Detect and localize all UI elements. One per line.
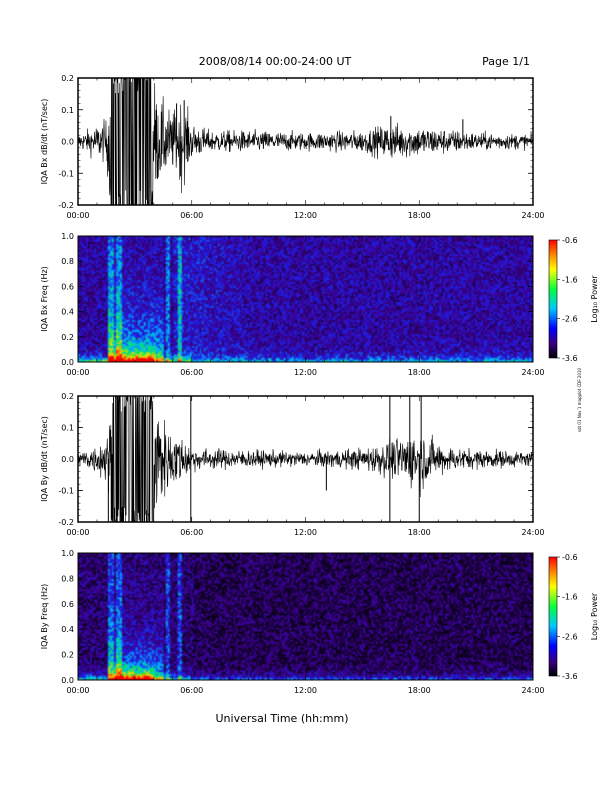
y-tick-label: -0.2 — [58, 201, 74, 210]
waveform-line — [78, 78, 533, 205]
x-tick-label: 00:00 — [66, 368, 89, 377]
x-tick-label: 06:00 — [180, 211, 203, 220]
x-tick-label: 12:00 — [294, 528, 317, 537]
panels: 0.20.10.0-0.1-0.200:00 06:00 12:00 18:00 24:… — [40, 74, 545, 695]
x-tick-label: 18:00 — [408, 211, 431, 220]
y-axis-label: IQA By Freq (Hz) — [40, 584, 49, 650]
y-tick-label: 0.8 — [61, 574, 74, 583]
y-axis-label: IQA Bx dB/dt (nT/sec) — [40, 99, 49, 185]
y-axis-label: IQA Bx Freq (Hz) — [40, 266, 49, 332]
colorbar-label: Log₁₀ Power — [590, 592, 599, 640]
colorbar-tick-label: -2.6 — [562, 632, 578, 641]
y-tick-label: 0.8 — [61, 257, 74, 266]
x-tick-label: 12:00 — [294, 368, 317, 377]
colorbar-tick-label: -2.6 — [562, 315, 578, 324]
x-tick-label: 06:00 — [180, 368, 203, 377]
y-axis-label: IQA By dB/dt (nT/sec) — [40, 416, 49, 502]
panel-1: 0.2 0.1 0.0 -0.1 -0.200:00 06:00 12:00 18:00 24:… — [40, 74, 545, 220]
colorbar-label: Log₁₀ Power — [590, 275, 599, 323]
y-tick-label: 0.2 — [61, 651, 74, 660]
y-tick-label: 0.0 — [61, 676, 74, 685]
spectrogram — [78, 553, 533, 680]
x-tick-label: 18:00 — [408, 528, 431, 537]
colorbar-tick-label: -0.6 — [562, 553, 578, 562]
colorbar-tick-label: -1.6 — [562, 593, 578, 602]
x-tick-label: 12:00 — [294, 211, 317, 220]
y-tick-label: 0.2 — [61, 392, 74, 401]
colorbar-tick-label: -0.6 — [562, 236, 578, 245]
panel-2: 1.0 0.8 0.6 0.4 0.2 0.000:00 06:00 12:00 18:00 24… — [40, 232, 545, 377]
x-tick-label: 24:00 — [521, 368, 544, 377]
y-tick-label: 0.2 — [61, 333, 74, 342]
y-tick-label: 0.4 — [61, 625, 74, 634]
y-tick-label: 0.1 — [61, 424, 74, 433]
y-tick-label: 1.0 — [61, 232, 74, 241]
panel-4: 1.0 0.8 0.6 0.4 0.2 0.000:00 06:00 12:00 18:00 24… — [40, 549, 545, 695]
colorbar-scale — [548, 239, 558, 359]
y-tick-label: -0.1 — [58, 169, 74, 178]
colorbar-tick-label: -1.6 — [562, 275, 578, 284]
y-tick-label: 0.2 — [61, 74, 74, 83]
y-tick-label: 0.1 — [61, 106, 74, 115]
x-tick-label: 24:00 — [521, 211, 544, 220]
x-tick-label: 18:00 — [408, 686, 431, 695]
x-tick-label: 24:00 — [521, 528, 544, 537]
colorbar-tick-label: -3.6 — [562, 672, 578, 681]
colorbar-scale — [548, 556, 558, 677]
page-number: Page 1/1 — [482, 55, 530, 68]
y-tick-label: -0.2 — [58, 518, 74, 527]
x-tick-label: 18:00 — [408, 368, 431, 377]
x-tick-label: 00:00 — [66, 686, 89, 695]
x-tick-label: 12:00 — [294, 686, 317, 695]
x-axis-label: Universal Time (hh:mm) — [216, 712, 349, 725]
x-tick-label: 06:00 — [180, 528, 203, 537]
x-tick-label: 24:00 — [521, 686, 544, 695]
y-tick-label: -0.1 — [58, 487, 74, 496]
y-tick-label: 0.0 — [61, 455, 74, 464]
panel-3: 0.2 0.1 0.0 -0.1 -0.200:00 06:00 12:00 18:00 24:… — [40, 392, 545, 537]
page-title: 2008/08/14 00:00-24:00 UT — [199, 55, 352, 68]
y-tick-label: 1.0 — [61, 549, 74, 558]
y-tick-label: 0.4 — [61, 308, 74, 317]
side-note: sdt 01 Nov 1 mapplot CDF 2010 — [577, 367, 582, 432]
waveform-line — [78, 396, 533, 522]
y-tick-label: 0.0 — [61, 358, 74, 367]
spectrogram — [78, 236, 533, 362]
y-tick-label: 0.6 — [61, 600, 74, 609]
colorbar-tick-label: -3.6 — [562, 354, 578, 363]
x-tick-label: 00:00 — [66, 211, 89, 220]
y-tick-label: 0.0 — [61, 138, 74, 147]
y-tick-label: 0.6 — [61, 282, 74, 291]
x-tick-label: 06:00 — [180, 686, 203, 695]
colorbar: -0.6 -1.6 -2.6 -3.6 Log₁₀ Power — [548, 553, 599, 681]
x-tick-label: 00:00 — [66, 528, 89, 537]
colorbar: -0.6 -1.6 -2.6 -3.6 Log₁₀ Power — [548, 236, 599, 363]
